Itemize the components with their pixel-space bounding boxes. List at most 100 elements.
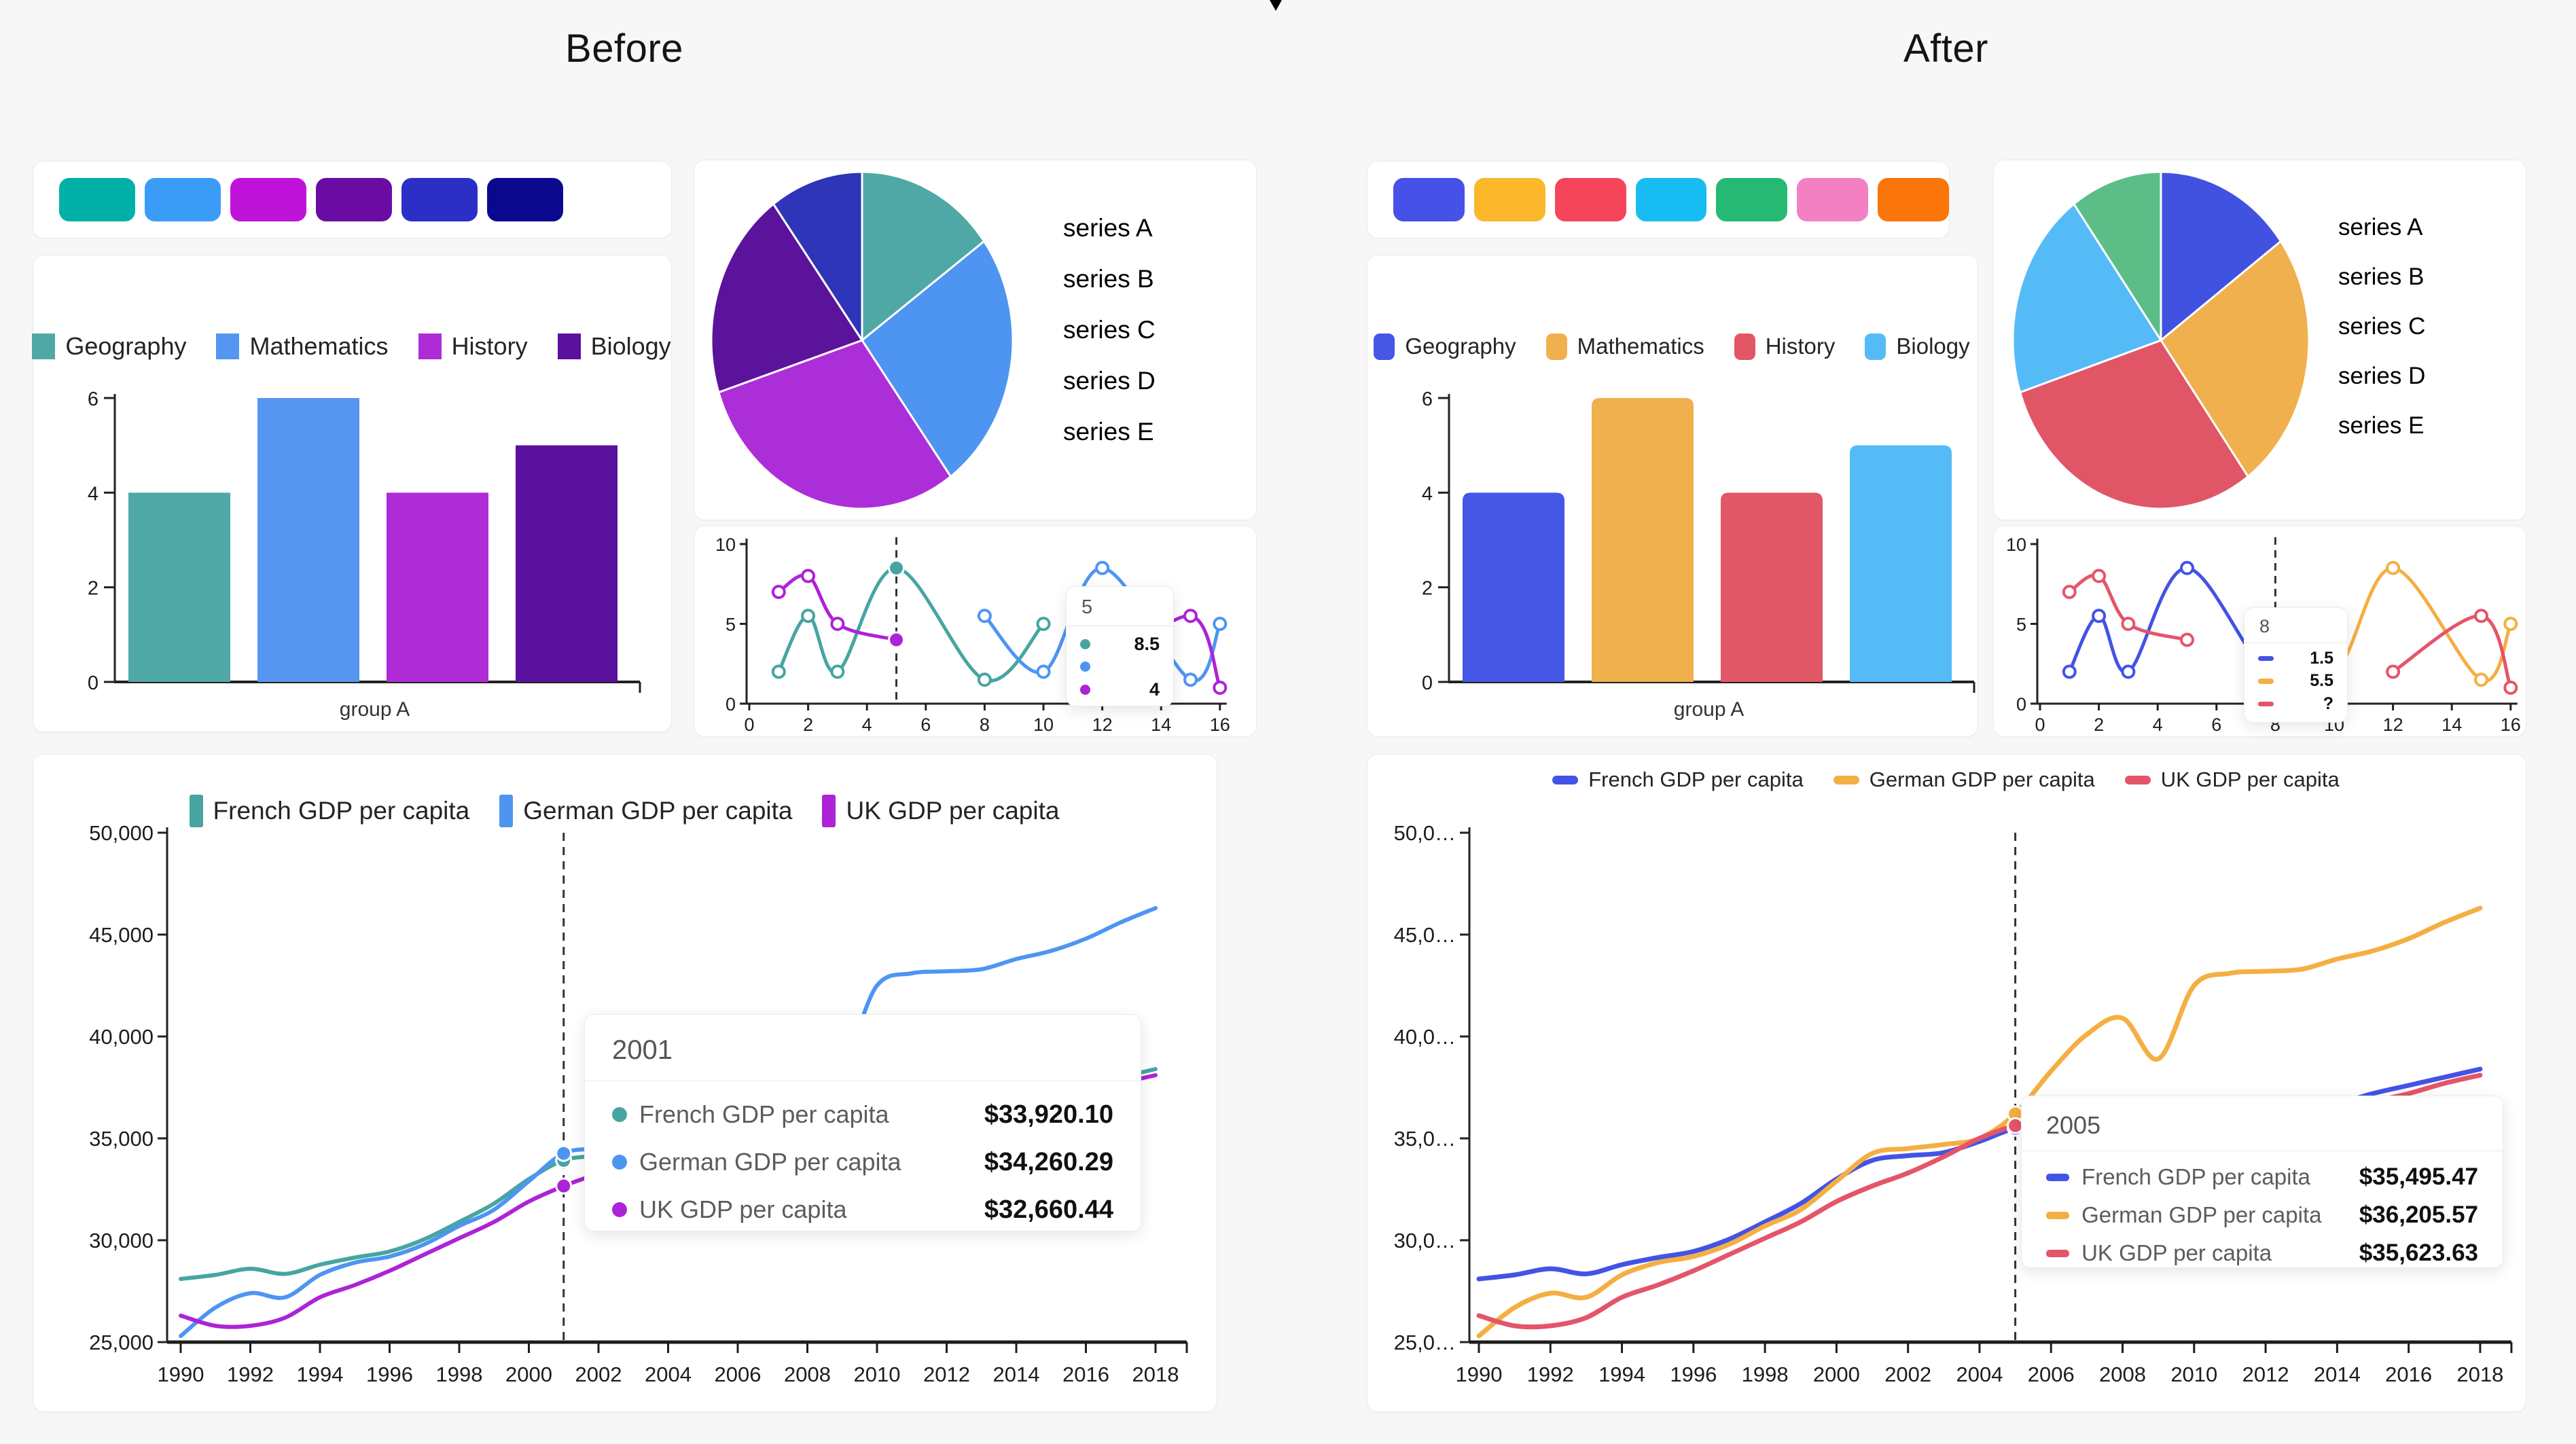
tooltip-row: ?: [2258, 694, 2333, 714]
pie-slice-series-D[interactable]: [710, 202, 863, 394]
tooltip-row: UK GDP per capita $32,660.44: [612, 1195, 1113, 1225]
tooltip-marker: [1080, 662, 1090, 672]
legend-item-series-d[interactable]: series D: [1063, 367, 1156, 395]
svg-text:group A: group A: [1674, 698, 1744, 721]
bar-history[interactable]: [1721, 492, 1823, 682]
svg-text:0: 0: [2016, 694, 2026, 715]
legend-item-biology[interactable]: Biology: [557, 332, 671, 361]
legend-item-history[interactable]: History: [1734, 333, 1835, 360]
legend-marker: [1833, 775, 1859, 784]
pie-slice-series-A[interactable]: [861, 170, 986, 342]
tooltip-row: German GDP per capita $36,205.57: [2046, 1202, 2478, 1229]
tooltip-header: 2001: [612, 1035, 673, 1065]
svg-text:2002: 2002: [575, 1362, 622, 1386]
tooltip-label: UK GDP per capita: [2081, 1240, 2272, 1265]
bar-biology[interactable]: [1850, 445, 1952, 682]
svg-text:6: 6: [1422, 389, 1433, 410]
svg-text:4: 4: [2153, 715, 2163, 735]
legend-item-mathematics[interactable]: Mathematics: [1545, 333, 1704, 360]
bar-mathematics[interactable]: [257, 398, 359, 682]
legend-marker: [1865, 333, 1886, 360]
legend-item-series-a[interactable]: series A: [1063, 214, 1153, 242]
tooltip-label: French GDP per capita: [2081, 1164, 2310, 1189]
legend-item-french-gdp-per-capita[interactable]: French GDP per capita: [1552, 768, 1804, 792]
legend-item-uk-gdp-per-capita[interactable]: UK GDP per capita: [822, 795, 1059, 827]
svg-text:6: 6: [920, 715, 931, 735]
svg-text:2006: 2006: [715, 1362, 762, 1386]
legend-item-series-e[interactable]: series E: [2338, 412, 2424, 439]
legend-item-german-gdp-per-capita[interactable]: German GDP per capita: [1833, 768, 2095, 792]
palette-swatch: [59, 178, 135, 221]
palette-swatch: [1635, 178, 1707, 221]
pie-slice-series-A[interactable]: [2160, 170, 2282, 342]
legend-item-french-gdp-per-capita[interactable]: French GDP per capita: [189, 795, 469, 827]
after-mini-tooltip: 8 1.5 5.5?: [2244, 607, 2348, 723]
legend-item-series-b[interactable]: series B: [2338, 264, 2424, 291]
palette-swatch: [1393, 178, 1465, 221]
bar-history[interactable]: [387, 492, 488, 682]
svg-text:1990: 1990: [158, 1362, 204, 1386]
legend-label: series E: [1063, 418, 1154, 446]
after-title: After: [1903, 26, 1988, 71]
before-bar-chart[interactable]: 0 2 4 6 group A: [33, 255, 671, 732]
svg-text:0: 0: [88, 672, 99, 694]
legend-item-biology[interactable]: Biology: [1865, 333, 1970, 360]
pie-slice-series-E[interactable]: [772, 170, 863, 342]
after-gdp-chart[interactable]: 25,0… 30,0… 35,0… 40,0… 45,0… 50,0… 1990 1992 19…: [1367, 755, 2526, 1411]
before-pie-chart[interactable]: [694, 160, 1256, 520]
legend-item-mathematics[interactable]: Mathematics: [216, 332, 389, 361]
legend-item-series-e[interactable]: series E: [1063, 418, 1154, 446]
legend-marker: [32, 333, 56, 359]
svg-text:4: 4: [88, 483, 99, 505]
svg-text:10: 10: [1033, 715, 1054, 735]
after-palette-card: [1367, 161, 1950, 238]
legend-item-german-gdp-per-capita[interactable]: German GDP per capita: [499, 795, 792, 827]
legend-item-geography[interactable]: Geography: [32, 332, 186, 361]
legend-item-series-d[interactable]: series D: [2338, 363, 2425, 390]
svg-text:1996: 1996: [1670, 1362, 1717, 1386]
svg-text:2018: 2018: [1132, 1362, 1179, 1386]
svg-text:2000: 2000: [505, 1362, 552, 1386]
bar-geography[interactable]: [1463, 492, 1564, 682]
before-palette-card: [33, 161, 672, 238]
legend-item-series-a[interactable]: series A: [2338, 214, 2423, 241]
legend-label: series A: [2338, 214, 2423, 240]
legend-item-uk-gdp-per-capita[interactable]: UK GDP per capita: [2124, 768, 2340, 792]
svg-text:35,0…: 35,0…: [1394, 1127, 1456, 1151]
before-bar-legend: Geography Mathematics History Biology: [32, 326, 671, 367]
palette-swatch: [1473, 178, 1545, 221]
tooltip-value: $32,660.44: [984, 1195, 1113, 1224]
pie-slice-series-C[interactable]: [2019, 339, 2249, 510]
legend-label: Geography: [65, 332, 187, 360]
tooltip-row: 8.5: [1080, 634, 1160, 655]
legend-item-series-c[interactable]: series C: [2338, 313, 2425, 340]
bar-mathematics[interactable]: [1592, 398, 1694, 682]
pie-slice-series-E[interactable]: [2073, 170, 2162, 342]
bar-biology[interactable]: [516, 445, 618, 682]
bar-geography[interactable]: [128, 492, 230, 682]
pie-slice-series-C[interactable]: [717, 339, 952, 510]
legend-label: series D: [1063, 367, 1156, 395]
legend-item-geography[interactable]: Geography: [1374, 333, 1516, 360]
tooltip-label: German GDP per capita: [639, 1148, 901, 1176]
after-pie-chart[interactable]: [1994, 160, 2526, 520]
legend-item-series-b[interactable]: series B: [1063, 265, 1154, 293]
legend-label: German GDP per capita: [1869, 768, 2095, 791]
tooltip-marker: [2258, 701, 2274, 707]
svg-text:25,0…: 25,0…: [1394, 1331, 1456, 1354]
after-bar-chart[interactable]: 0 2 4 6 group A: [1367, 255, 1978, 736]
tooltip-row: French GDP per capita $33,920.10: [612, 1100, 1113, 1130]
tooltip-value: 5.5: [2310, 671, 2333, 691]
pie-slice-series-B[interactable]: [861, 240, 1014, 478]
legend-item-history[interactable]: History: [418, 332, 528, 361]
pie-slice-series-B[interactable]: [2160, 240, 2310, 478]
legend-item-series-c[interactable]: series C: [1063, 316, 1156, 344]
svg-text:14: 14: [2441, 715, 2462, 735]
legend-marker: [1545, 333, 1567, 360]
pie-slice-series-D[interactable]: [2011, 202, 2162, 394]
after-palette-swatches: [1367, 162, 1950, 221]
legend-label: History: [451, 332, 528, 360]
tooltip-header: 8: [2259, 616, 2270, 636]
svg-text:2: 2: [2094, 715, 2104, 735]
legend-marker: [189, 795, 203, 827]
